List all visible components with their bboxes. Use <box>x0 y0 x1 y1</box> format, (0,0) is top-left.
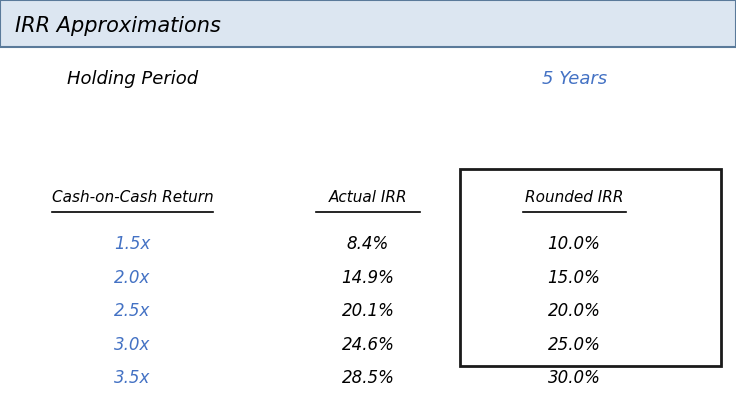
FancyBboxPatch shape <box>0 0 736 47</box>
Text: 8.4%: 8.4% <box>347 235 389 253</box>
Text: 3.0x: 3.0x <box>114 336 151 354</box>
Text: 3.5x: 3.5x <box>114 369 151 387</box>
Text: 14.9%: 14.9% <box>342 269 394 287</box>
Text: 1.5x: 1.5x <box>114 235 151 253</box>
Text: IRR Approximations: IRR Approximations <box>15 16 221 35</box>
Text: 15.0%: 15.0% <box>548 269 601 287</box>
Text: Rounded IRR: Rounded IRR <box>525 190 623 204</box>
Text: 10.0%: 10.0% <box>548 235 601 253</box>
Text: 28.5%: 28.5% <box>342 369 394 387</box>
Text: 20.1%: 20.1% <box>342 302 394 320</box>
Text: Cash-on-Cash Return: Cash-on-Cash Return <box>52 190 213 204</box>
Text: 24.6%: 24.6% <box>342 336 394 354</box>
Text: Actual IRR: Actual IRR <box>329 190 407 204</box>
Text: 2.0x: 2.0x <box>114 269 151 287</box>
Text: Holding Period: Holding Period <box>67 70 198 88</box>
Text: 25.0%: 25.0% <box>548 336 601 354</box>
Text: 2.5x: 2.5x <box>114 302 151 320</box>
Text: 30.0%: 30.0% <box>548 369 601 387</box>
Text: 20.0%: 20.0% <box>548 302 601 320</box>
Text: 5 Years: 5 Years <box>542 70 606 88</box>
